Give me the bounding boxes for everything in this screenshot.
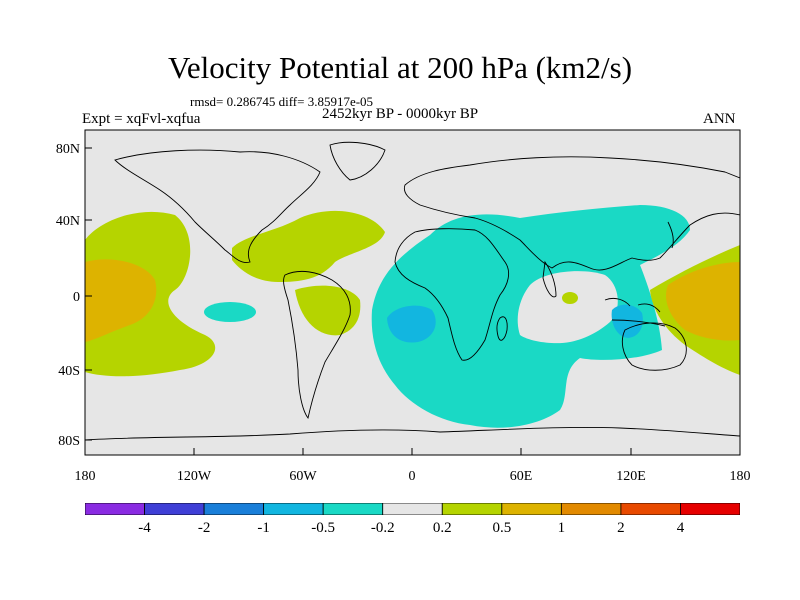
colorbar-label: 2 xyxy=(617,520,625,536)
contour-east-atlantic-strong-negative xyxy=(387,305,436,343)
contour-east-pacific-negative xyxy=(204,302,256,322)
lon-tick-label: 60E xyxy=(510,469,533,484)
colorbar xyxy=(85,503,740,515)
coastline-africa xyxy=(394,228,510,361)
colorbar-label: -0.5 xyxy=(311,520,336,536)
contour-atlantic-positive xyxy=(232,210,385,282)
colorbar-label: -2 xyxy=(197,520,211,536)
lat-tick-label: 40N xyxy=(56,214,80,229)
colorbar-label: -1 xyxy=(257,520,270,536)
colorbar-segment xyxy=(680,503,740,515)
coastline-maritime xyxy=(604,297,666,327)
coastline-south-america xyxy=(283,270,351,420)
colorbar-label: -4 xyxy=(138,520,151,536)
coastline-antarctica xyxy=(85,427,740,441)
coastline-greenland xyxy=(329,141,386,181)
lon-tick-label: 120E xyxy=(616,469,646,484)
coastline-australia xyxy=(621,322,687,371)
colorbar-label: 0.2 xyxy=(432,520,452,536)
contour-south-america-positive xyxy=(295,285,361,336)
colorbar-label: 0.5 xyxy=(492,520,512,536)
colorbar-segment xyxy=(441,503,503,515)
longitude-ticks: 180 120W 60W 0 60E 120E 180 xyxy=(75,448,751,484)
colorbar-label: -0.2 xyxy=(370,520,395,536)
contour-indian-ocean-gap xyxy=(517,271,618,344)
lon-tick-label: 180 xyxy=(730,469,751,484)
colorbar-segment xyxy=(382,503,443,515)
colorbar-segment xyxy=(263,503,324,515)
lat-tick-label: 80N xyxy=(56,142,80,157)
lon-tick-label: 120W xyxy=(177,469,212,484)
period-label: 2452kyr BP - 0000kyr BP xyxy=(322,106,479,122)
colorbar-segment xyxy=(85,503,145,515)
colorbar-segment xyxy=(501,503,562,515)
latitude-ticks: 80N 40N 0 40S 80S xyxy=(56,142,92,449)
lat-tick-label: 0 xyxy=(73,290,80,305)
stats-text: rmsd= 0.286745 diff= 3.85917e-05 xyxy=(190,94,374,109)
coastline-japan xyxy=(667,221,674,249)
coastlines xyxy=(85,141,740,441)
lat-tick-label: 40S xyxy=(58,364,80,379)
contour-indian-ocean-positive-blob xyxy=(562,292,578,304)
contour-pacific-strong xyxy=(85,259,157,342)
colorbar-segment xyxy=(560,503,622,515)
contour-maritime-strong-negative xyxy=(611,304,643,338)
colorbar-label: 1 xyxy=(557,520,566,536)
experiment-label: Expt = xqFvl-xqfua xyxy=(82,111,201,127)
colorbar-segment xyxy=(144,503,205,515)
season-label: ANN xyxy=(703,111,736,127)
coastline-india xyxy=(542,260,557,298)
coastline-eurasia xyxy=(403,156,740,271)
coastline-madagascar xyxy=(496,316,508,341)
colorbar-segment xyxy=(620,503,681,515)
plot-title: Velocity Potential at 200 hPa (km2/s) xyxy=(167,50,633,85)
colorbar-segment xyxy=(322,503,384,515)
lon-tick-label: 180 xyxy=(75,469,96,484)
lon-tick-label: 60W xyxy=(289,469,317,484)
contour-west-pacific-strong xyxy=(665,262,740,341)
coastline-north-america xyxy=(114,149,321,263)
lat-tick-label: 80S xyxy=(58,434,80,449)
colorbar-label: 4 xyxy=(676,520,685,536)
colorbar-segment xyxy=(203,503,265,515)
lon-tick-label: 0 xyxy=(409,469,416,484)
